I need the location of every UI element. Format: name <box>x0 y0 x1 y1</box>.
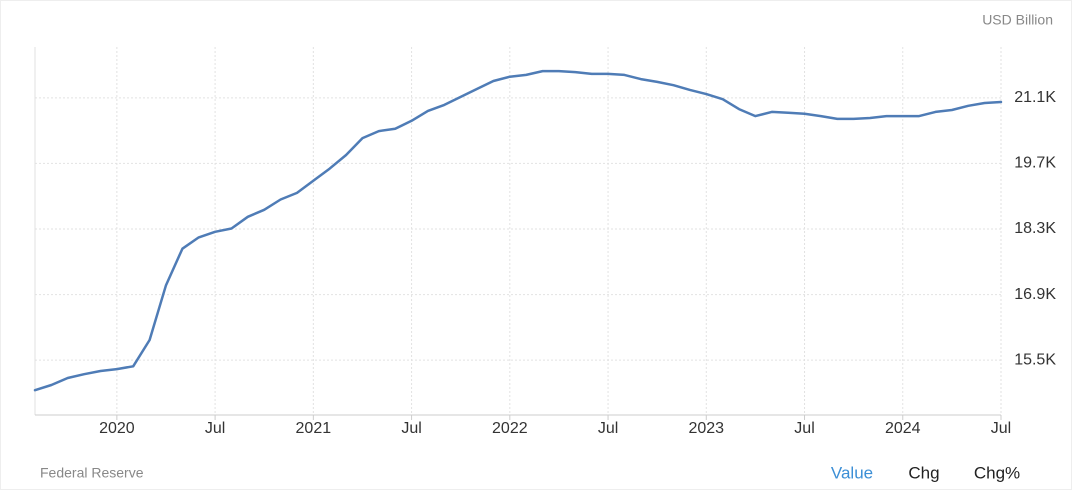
y-tick-label: 21.1K <box>1014 89 1056 106</box>
data-line <box>33 69 1003 392</box>
x-tick-label: Jul <box>205 420 225 437</box>
x-tick-label: 2020 <box>99 420 135 437</box>
x-tick-label: 2021 <box>296 420 332 437</box>
x-tick-label: Jul <box>598 420 618 437</box>
tab-chg-pct[interactable]: Chg% <box>974 463 1020 482</box>
x-tick-label: 2024 <box>885 420 921 437</box>
y-tick-label: 19.7K <box>1014 155 1056 172</box>
x-tick-label: Jul <box>401 420 421 437</box>
tab-value[interactable]: Value <box>831 463 873 482</box>
y-tick-label: 18.3K <box>1014 220 1056 237</box>
unit-label: USD Billion <box>982 12 1053 28</box>
x-tick-label: 2022 <box>492 420 528 437</box>
source: Federal Reserve <box>40 465 144 481</box>
x-tick-label: Jul <box>991 420 1011 437</box>
x-tick-label: 2023 <box>688 420 724 437</box>
y-tick-label: 15.5K <box>1014 351 1056 368</box>
tab-chg[interactable]: Chg <box>908 463 939 482</box>
x-tick-label: Jul <box>794 420 814 437</box>
y-tick-label: 16.9K <box>1014 286 1056 303</box>
